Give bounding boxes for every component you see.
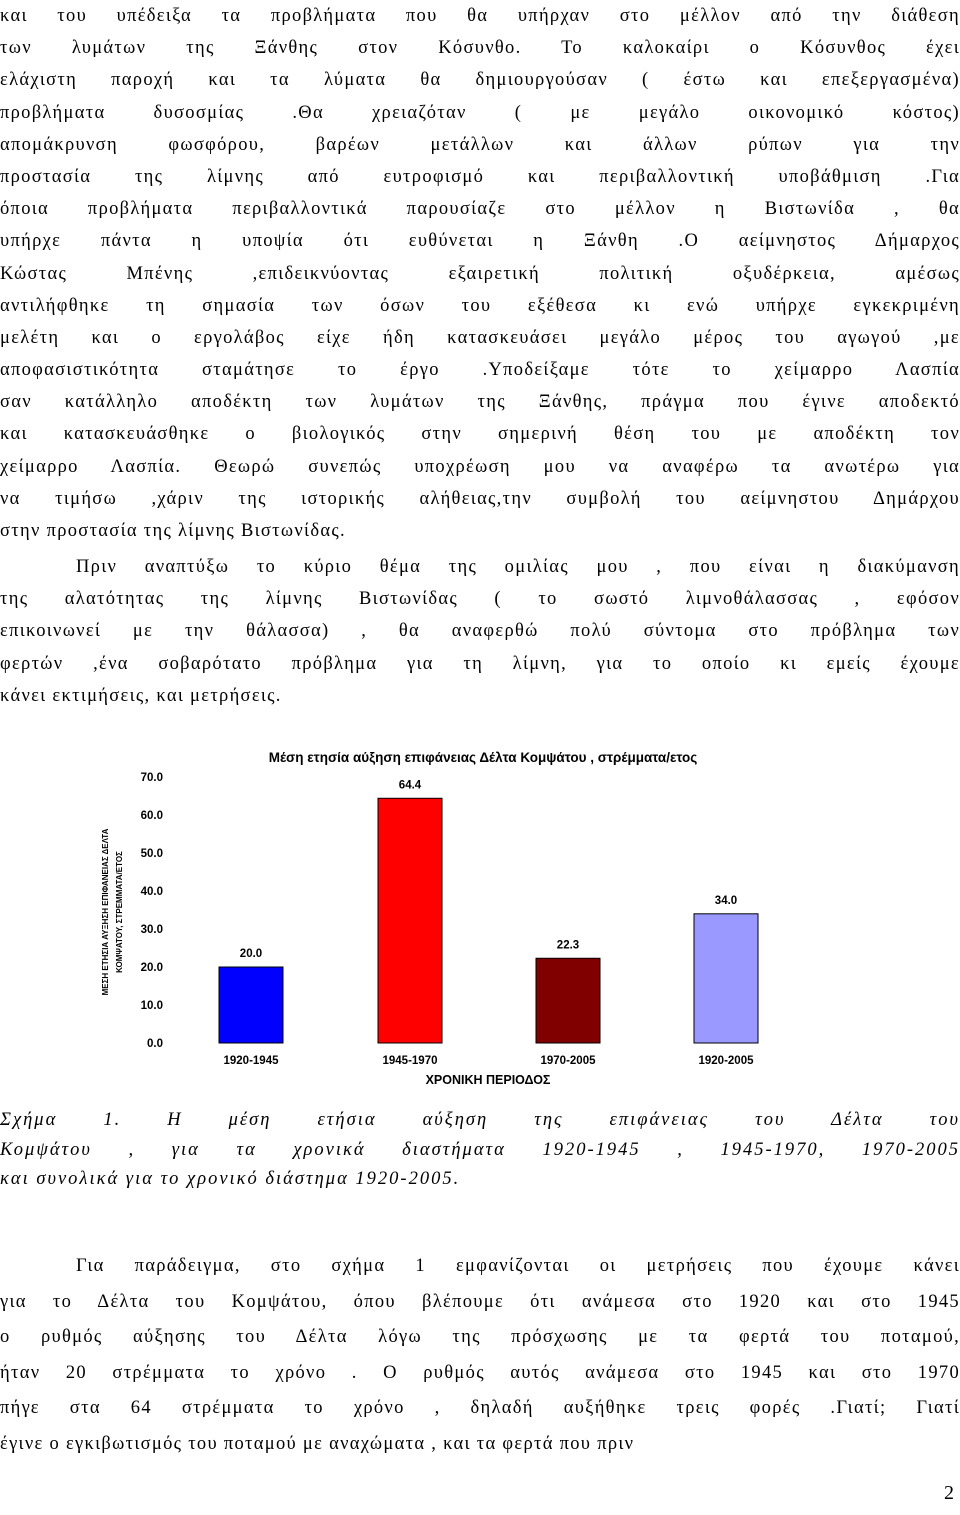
bars: 20.0 64.4 22.3 34.0 [218,779,759,1044]
text-line: ο ρυθμός αύξησης του Δέλτα λόγω της πρόσ… [0,1327,960,1347]
bar [218,966,284,1044]
text-line: επικοινωνεί με την θάλασσα) , θα αναφερθ… [0,621,960,642]
x-axis-ticks: 1920-1945 1945-1970 1970-2005 1920-2005 [224,1055,755,1067]
bar-value-label: 20.0 [240,948,262,960]
y-tick-label: 60.0 [141,810,163,822]
y-tick-label: 30.0 [141,924,163,936]
y-tick-label: 70.0 [141,772,163,784]
text-line: αντιλήφθηκε τη σημασία των όσων του εξέθ… [0,295,960,316]
y-tick-label: 0.0 [147,1038,163,1050]
text-line: για το Δέλτα του Κομψάτου, όπου βλέπουμε… [0,1291,960,1312]
text-line: και συνολικά για το χρονικό διάστημα 192… [0,1169,461,1189]
text-line: όποια προβλήματα περιβαλλοντικά παρουσία… [0,199,960,220]
figure-caption: Σχήμα 1. Η μέση ετήσια αύξηση της επιφάν… [0,1106,960,1195]
text-line: κάνει εκτιμήσεις, και μετρήσεις. [0,685,282,706]
text-line: Για παράδειγμα, στο σχήμα 1 εμφανίζονται… [76,1256,960,1276]
text-line: προβλήματα δυσοσμίας .Θα χρειαζόταν ( με… [0,102,960,123]
text-line: Σχήμα 1. Η μέση ετήσια αύξηση της επιφάν… [0,1110,960,1130]
y-axis-ticks: 0.0 10.0 20.0 30.0 40.0 50.0 60.0 70.0 [141,772,163,1050]
y-tick-label: 50.0 [141,848,163,860]
bar-value-label: 64.4 [399,779,422,791]
y-tick-label: 40.0 [141,886,163,898]
y-axis-label: ΜΕΣΗ ΕΤΗΣΙΑ ΑΥΞΗΣΗ ΕΠΙΦΑΝΕΙΑΣ ΔΕΛΤΑ ΚΟΜΨ… [101,828,124,995]
text-line: ελάχιστη παροχή και τα λύματα θα δημιουρ… [0,70,960,91]
page-number: 2 [944,1482,954,1504]
x-axis-label: ΧΡΟΝΙΚΗ ΠΕΡΙΟΔΟΣ [426,1073,551,1087]
y-tick-label: 20.0 [141,962,163,974]
x-tick-label: 1945-1970 [383,1055,438,1067]
text-line: φερτών ,ένα σοβαρότατο πρόβλημα για τη λ… [0,653,960,674]
text-line: μελέτη και ο εργολάβος είχε ήδη κατασκευ… [0,327,960,348]
x-tick-label: 1970-2005 [541,1055,597,1067]
bar [693,913,759,1044]
paragraph-3: Για παράδειγμα, στο σχήμα 1 εμφανίζονται… [0,1249,960,1462]
text-line: της αλατότητας της λίμνης Βιστωνίδας ( τ… [0,589,960,610]
delta-growth-chart: Μέση ετησία αύξηση επιφάνειας Δέλτα Κομψ… [0,738,960,1094]
text-line: σαν κατάλληλο αποδέκτη των λυμάτων της Ξ… [0,392,960,413]
text-line: πήγε στα 64 στρέμματα το χρόνο , δηλαδή … [0,1398,960,1418]
text-line: και κατασκευάσθηκε ο βιολογικός στην σημ… [0,424,960,445]
x-tick-label: 1920-1945 [224,1055,280,1067]
paragraph-1: και του υπέδειξα τα προβλήματα που θα υπ… [0,0,960,547]
x-tick-label: 1920-2005 [699,1055,755,1067]
y-tick-label: 10.0 [141,1000,163,1012]
text-line: να τιμήσω ,χάριν της ιστορικής αλήθειας,… [0,488,960,509]
text-line: και του υπέδειξα τα προβλήματα που θα υπ… [0,6,960,26]
text-line: χείμαρρο Λασπία. Θεωρώ συνεπώς υποχρέωση… [0,456,960,477]
text-line: Πριν αναπτύξω το κύριο θέμα της ομιλίας … [76,557,960,577]
bar-value-label: 34.0 [715,895,737,907]
bar [535,957,601,1044]
text-line: υπήρχε πάντα η υποψία ότι ευθύνεται η Ξά… [0,231,960,252]
text-line: ήταν 20 στρέμματα το χρόνο . Ο ρυθμός αυ… [0,1362,960,1383]
text-line: αποφασιστικότητα σταμάτησε το έργο .Υποδ… [0,360,960,381]
text-line: απομάκρυνση φωσφόρου, βαρέων μετάλλων κα… [0,134,960,155]
text-line: των λυμάτων της Ξάνθης στον Κόσυνθο. Το … [0,38,960,59]
text-line: έγινε ο εγκιβωτισμός του ποταμού με αναχ… [0,1433,635,1454]
chart-title: Μέση ετησία αύξηση επιφάνειας Δέλτα Κομψ… [269,750,698,765]
bar-value-label: 22.3 [557,939,579,951]
chart-svg: Μέση ετησία αύξηση επιφάνειας Δέλτα Κομψ… [101,750,759,1087]
text-line: Κομψάτου , για τα χρονικά διαστήματα 192… [0,1139,960,1160]
y-axis-label-line2: ΚΟΜΨΑΤΟΥ, ΣΤΡΕΜΜΑΤΑ/ΕΤΟΣ [115,851,124,973]
text-line: προστασία της λίμνης από ευτροφισμό και … [0,166,960,187]
text-line: Κώστας Μπένης ,επιδεικνύοντας εξαιρετική… [0,263,960,284]
y-axis-label-line1: ΜΕΣΗ ΕΤΗΣΙΑ ΑΥΞΗΣΗ ΕΠΙΦΑΝΕΙΑΣ ΔΕΛΤΑ [101,828,110,995]
bar [377,797,443,1044]
text-line: στην προστασία της λίμνης Βιστωνίδας. [0,521,346,541]
paragraph-2: Πριν αναπτύξω το κύριο θέμα της ομιλίας … [0,551,960,712]
